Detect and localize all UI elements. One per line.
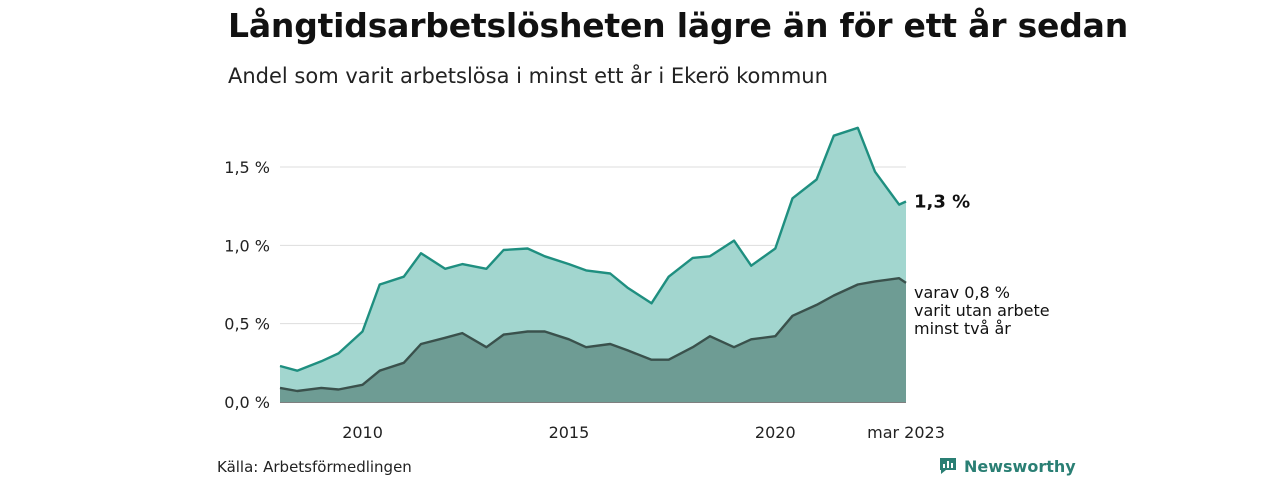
x-axis-labels: 2010 2015 2020 mar 2023 (342, 423, 945, 442)
brand-label: Newsworthy (964, 456, 1076, 476)
x-tick-label: 2010 (342, 423, 383, 442)
x-tick-label: mar 2023 (867, 423, 945, 442)
longterm-series-area (280, 278, 906, 402)
y-tick-label: 1,0 % (224, 236, 270, 255)
area-series (279, 126, 907, 403)
y-tick-label: 0,0 % (224, 393, 270, 412)
longterm-value-label: varit utan arbete (914, 301, 1050, 320)
newsworthy-logo-icon (940, 458, 956, 474)
total-value-label: 1,3 % (914, 191, 970, 212)
longterm-series-line (279, 277, 907, 393)
longterm-value-label: minst två år (914, 319, 1011, 338)
brand-logo: Newsworthy (938, 456, 1076, 476)
x-tick-label: 2020 (755, 423, 796, 442)
total-series-area (280, 127, 906, 403)
y-tick-label: 1,5 % (224, 158, 270, 177)
longterm-value-label: varav 0,8 % (914, 283, 1010, 302)
y-tick-label: 0,5 % (224, 315, 270, 334)
chart-subtitle: Andel som varit arbetslösa i minst ett å… (228, 64, 828, 88)
chart-title: Långtidsarbetslösheten lägre än för ett … (228, 6, 1129, 45)
source-note: Källa: Arbetsförmedlingen (217, 458, 412, 476)
total-series-line (279, 126, 907, 372)
y-axis-labels: 0,0 % 0,5 % 1,0 % 1,5 % (224, 158, 270, 412)
x-tick-label: 2015 (549, 423, 590, 442)
